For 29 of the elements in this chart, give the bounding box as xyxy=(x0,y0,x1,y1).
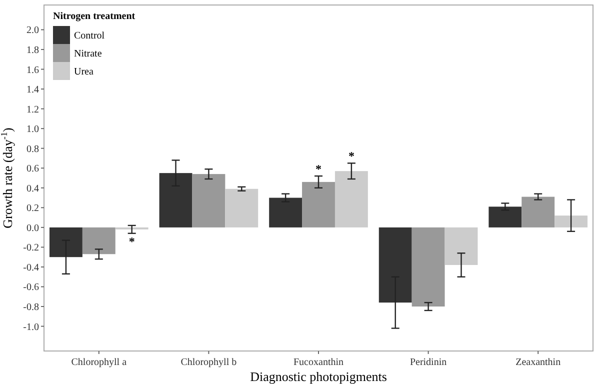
y-tick-label: 0.4 xyxy=(26,183,39,194)
annotation: * xyxy=(128,234,135,248)
legend-label: Urea xyxy=(74,66,94,78)
annotation: * xyxy=(348,149,354,164)
y-tick-label: 1.0 xyxy=(26,124,39,136)
legend-label: Control xyxy=(74,30,105,42)
x-tick-label: Peridinin xyxy=(410,357,447,368)
y-tick-label: -0.6 xyxy=(23,282,39,294)
x-tick-label: Chlorophyll b xyxy=(180,357,237,368)
legend-title: Nitrogen treatment xyxy=(53,11,136,22)
y-tick-label: 1.8 xyxy=(26,44,39,56)
x-tick-label: Fucoxanthin xyxy=(294,357,344,368)
y-tick-label: -0.8 xyxy=(23,302,39,314)
x-tick-label: Zeaxanthin xyxy=(516,357,561,368)
y-tick-label: 0.0 xyxy=(26,222,39,234)
y-tick-label: 0.8 xyxy=(26,144,39,155)
y-tick-label: 1.6 xyxy=(26,64,39,76)
y-tick-label: 0.2 xyxy=(26,203,39,214)
y-tick-label: 2.0 xyxy=(26,25,39,36)
y-tick-label: -0.4 xyxy=(23,262,39,274)
legend-label: Nitrate xyxy=(74,48,102,60)
y-tick-label: 0.6 xyxy=(26,164,39,175)
annotation: * xyxy=(316,162,322,176)
x-axis-title: Diagnostic photopigments xyxy=(250,369,387,384)
y-tick-label: -0.2 xyxy=(23,242,39,254)
y-tick-label: -1.0 xyxy=(23,322,39,333)
y-tick-label: 1.2 xyxy=(26,104,39,116)
x-tick-label: Chlorophyll a xyxy=(71,357,128,368)
y-tick-label: 1.4 xyxy=(26,84,39,96)
